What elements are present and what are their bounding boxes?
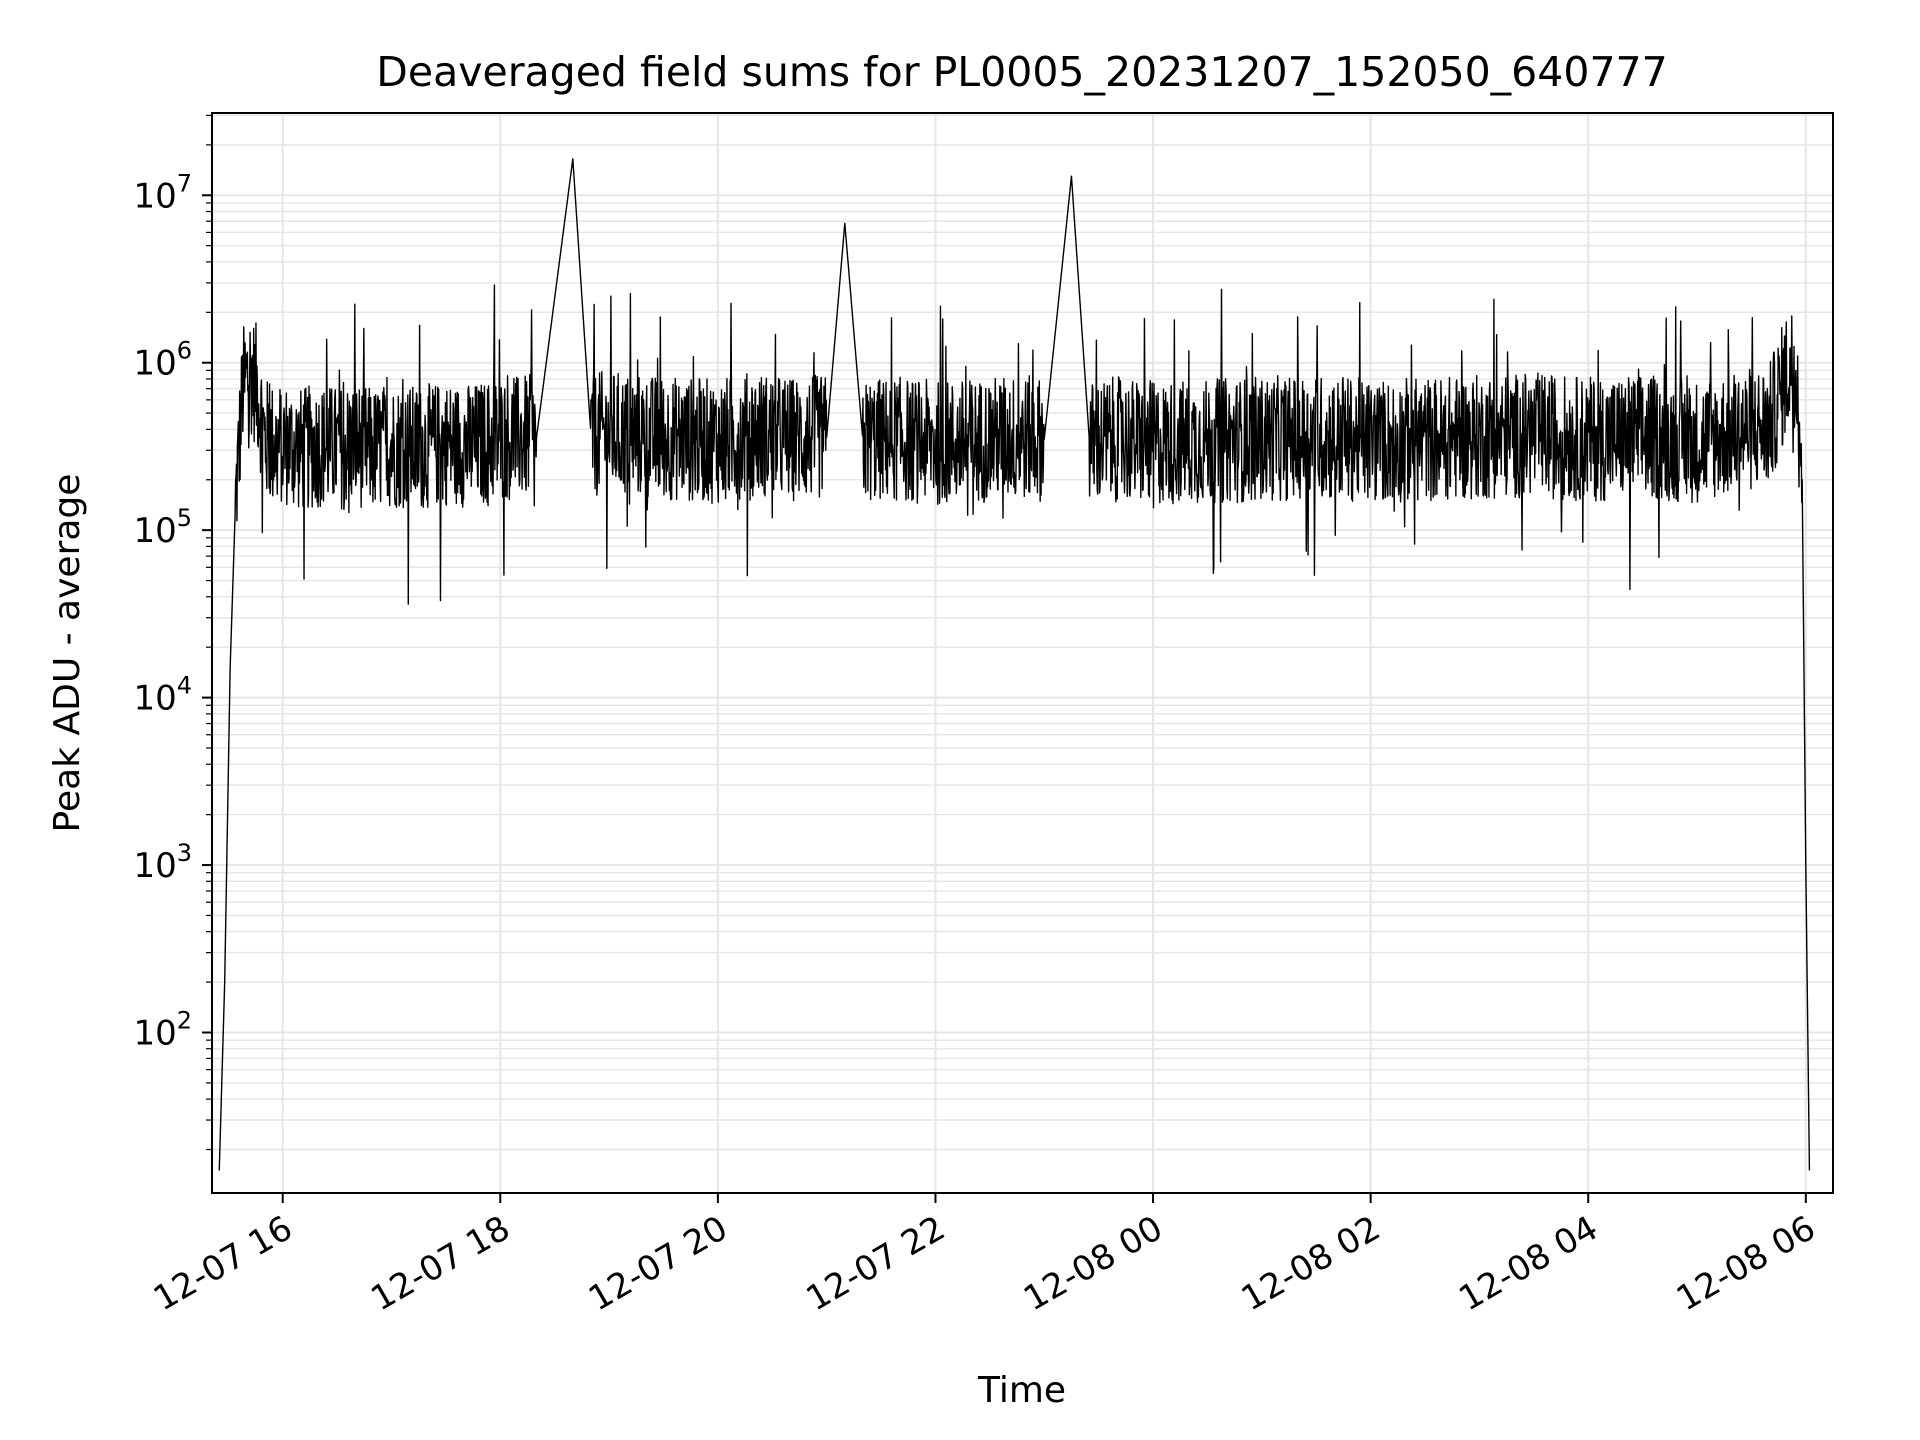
x-tick-label: 12-08 00 — [1017, 1208, 1169, 1319]
series-line — [218, 158, 1811, 1171]
y-tick-label: 105 — [133, 504, 192, 551]
chart-title: Deaveraged field sums for PL0005_2023120… — [376, 48, 1667, 96]
y-tick-label: 103 — [133, 839, 192, 886]
grid — [212, 113, 1833, 1193]
x-axis-label: Time — [977, 1370, 1066, 1411]
y-tick-label: 107 — [133, 169, 192, 216]
x-tick-label: 12-07 20 — [582, 1208, 734, 1319]
y-tick-label: 104 — [133, 672, 192, 719]
x-tick-label: 12-08 04 — [1452, 1208, 1604, 1319]
x-tick-label: 12-07 18 — [364, 1208, 516, 1319]
plot-frame — [211, 112, 1834, 1194]
x-tick-label: 12-08 02 — [1235, 1208, 1387, 1319]
x-axis: 12-07 16 12-07 18 12-07 20 12-07 22 12-08 00… — [147, 1193, 1822, 1319]
y-tick-label: 106 — [133, 337, 192, 384]
y-axis-label: Peak ADU - average — [47, 474, 88, 833]
y-axis: 102 103 104 105 106 107 — [133, 114, 212, 1151]
x-tick-label: 12-08 06 — [1670, 1208, 1822, 1319]
y-tick-label: 102 — [133, 1006, 192, 1053]
x-tick-label: 12-07 22 — [800, 1208, 952, 1319]
x-tick-label: 12-07 16 — [147, 1208, 299, 1319]
